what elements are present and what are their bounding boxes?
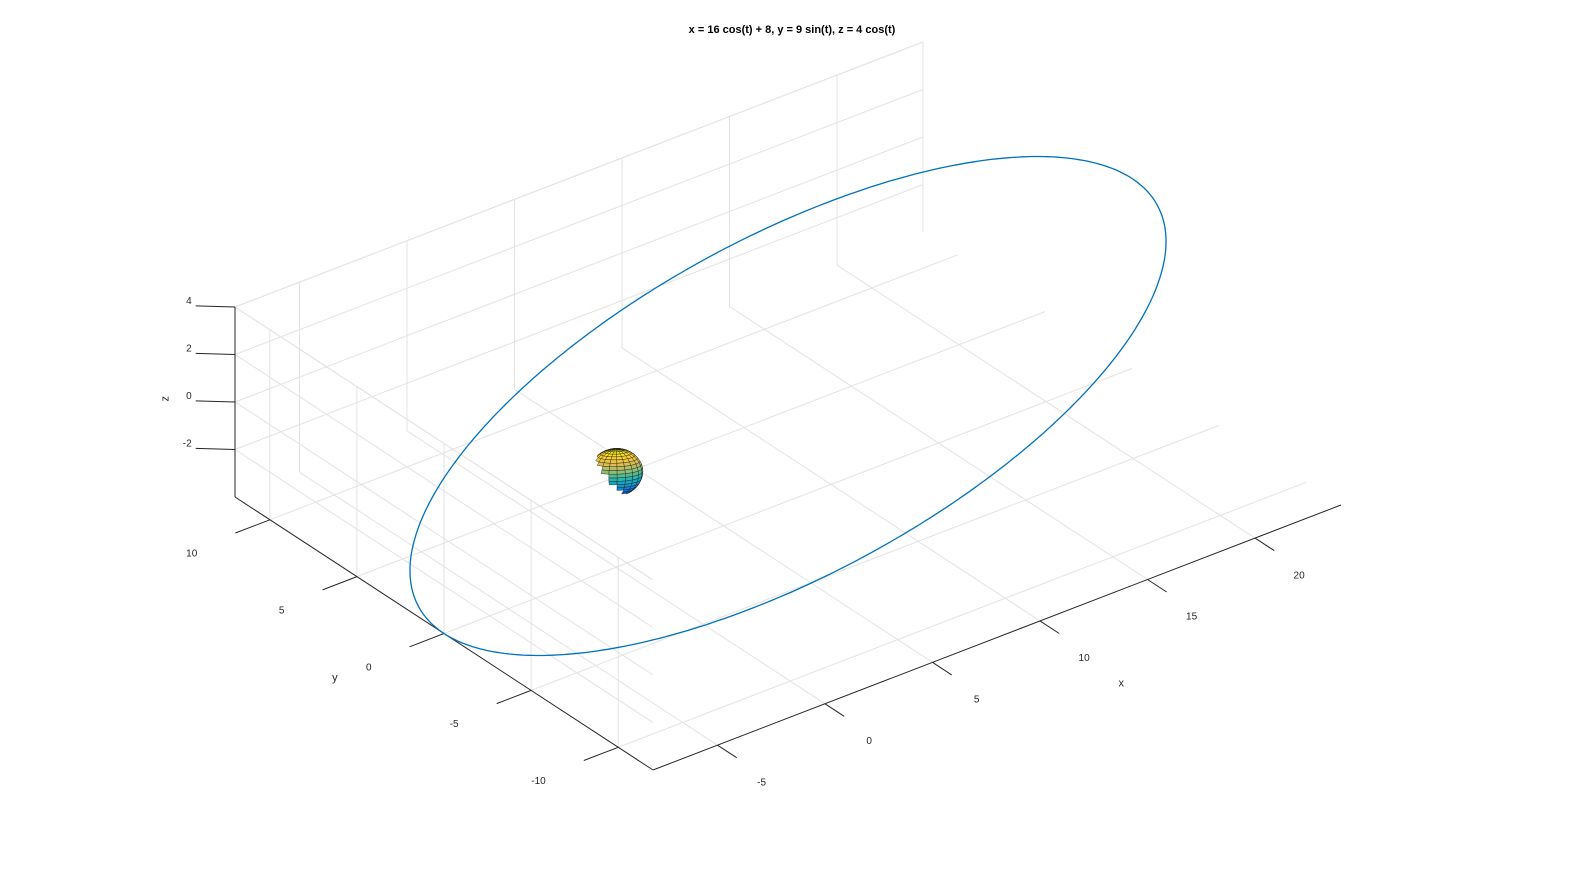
- sphere-face: [610, 456, 618, 460]
- x-tick-mark: [1039, 620, 1060, 634]
- x-tick-mark: [717, 744, 737, 759]
- y-tick-label: 10: [186, 549, 198, 560]
- y-tick-label: -5: [450, 719, 459, 730]
- sphere-face: [609, 459, 618, 464]
- sphere-face: [608, 470, 618, 475]
- x-tick-label: 0: [866, 736, 872, 747]
- z-tick-label: 0: [186, 391, 192, 402]
- sphere-face: [616, 459, 624, 464]
- z-tick-mark: [195, 400, 236, 403]
- sphere-face: [611, 453, 617, 457]
- sphere-face: [601, 466, 610, 471]
- grid-line-back-z: [234, 184, 924, 450]
- sphere-face: [634, 454, 638, 460]
- axis-labels: -5 0 5 10 15 20 -10 -5 0 5 10 -2 0 2 4 x y z: [159, 296, 1305, 788]
- sphere-face: [608, 474, 618, 479]
- y-tick-label: -10: [531, 776, 546, 787]
- z-tick-label: 4: [186, 296, 192, 307]
- x-tick-label: 20: [1294, 570, 1306, 581]
- orbit-path: [409, 155, 1167, 657]
- grid-line-back-z: [234, 89, 924, 355]
- sphere-face: [609, 463, 618, 467]
- grid-line-side-z: [234, 449, 654, 723]
- sphere-face: [603, 459, 612, 464]
- chart-title: x = 16 cos(t) + 8, y = 9 sin(t), z = 4 c…: [689, 24, 896, 36]
- sphere-face: [616, 473, 626, 479]
- x-tick-mark: [932, 661, 952, 676]
- grid-lines: [234, 41, 1307, 748]
- x-axis-label: x: [1118, 678, 1124, 690]
- y-tick-label: 5: [279, 606, 285, 617]
- z-tick-mark: [195, 352, 236, 355]
- x-tick-label: 15: [1186, 612, 1198, 623]
- x-tick-label: 5: [974, 695, 980, 706]
- sphere-face: [608, 466, 618, 471]
- y-tick-mark: [409, 633, 445, 648]
- x-tick-mark: [824, 703, 845, 717]
- z-tick-label: -2: [183, 438, 192, 449]
- z-tick-label: 2: [186, 343, 192, 354]
- sphere-surface: [595, 448, 644, 495]
- grid-line-side-z: [234, 354, 654, 628]
- sphere-face: [616, 466, 626, 471]
- grid-line-back-z: [234, 136, 924, 403]
- z-tick-mark: [195, 447, 236, 450]
- y-axis-label: y: [332, 672, 338, 684]
- y-tick-label: 0: [366, 662, 372, 673]
- orbit-curve: [409, 155, 1167, 657]
- z-tick-mark: [195, 305, 236, 308]
- x-tick-label: 10: [1079, 653, 1091, 664]
- grid-line-floor-y: [618, 481, 1307, 748]
- grid-line-floor-y: [530, 424, 1220, 691]
- x-tick-mark: [1147, 579, 1167, 593]
- x-tick-label: -5: [757, 777, 766, 788]
- box-edge: [234, 306, 654, 581]
- y-tick-mark: [322, 576, 358, 591]
- y-tick-mark: [583, 746, 619, 761]
- axes: [195, 305, 1342, 771]
- box-edge: [234, 41, 924, 308]
- grid-line-floor-y: [269, 254, 958, 521]
- x-axis-line: [652, 504, 1342, 771]
- sphere-face: [608, 477, 618, 482]
- y-tick-mark: [496, 689, 532, 705]
- z-axis-label: z: [159, 396, 171, 402]
- grid-line-side-z: [234, 401, 654, 676]
- grid-line-floor-y: [443, 368, 1133, 634]
- x-tick-mark: [1254, 537, 1275, 552]
- sphere-face: [608, 481, 618, 485]
- y-tick-mark: [235, 519, 270, 534]
- grid-line-floor-y: [356, 311, 1046, 578]
